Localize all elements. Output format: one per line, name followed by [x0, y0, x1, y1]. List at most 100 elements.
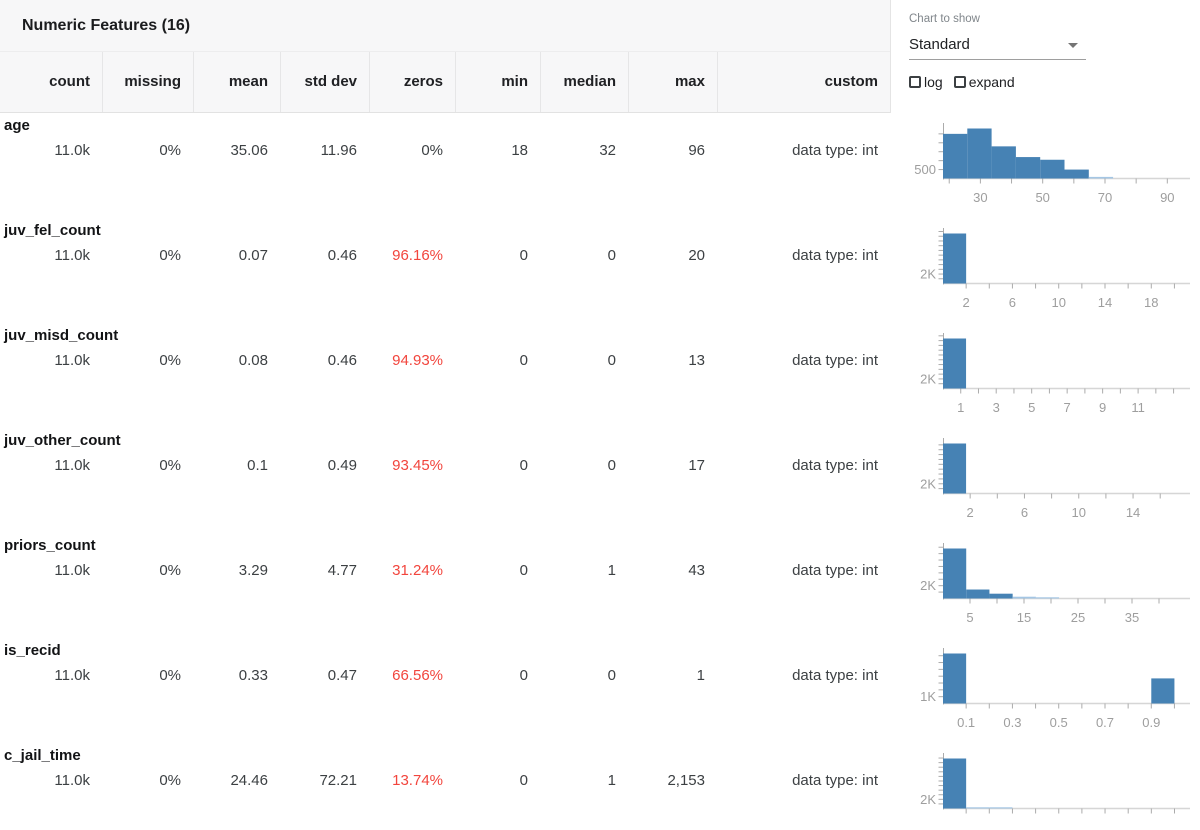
feature-name: age — [4, 117, 30, 134]
histogram-bar[interactable] — [943, 443, 967, 494]
stat-median: 0 — [607, 667, 616, 684]
feature-stats: 11.0k 0% 0.08 0.46 94.93% 0 0 13 data type: int — [0, 352, 890, 369]
stat-missing: 0% — [159, 352, 181, 369]
stat-custom: data type: int — [792, 352, 878, 369]
histogram-bar[interactable] — [943, 133, 968, 179]
stat-count: 11.0k — [54, 667, 90, 684]
column-header-count: count — [49, 73, 90, 90]
histogram-bar[interactable] — [943, 653, 967, 704]
stat-max: 1 — [696, 667, 705, 684]
stat-missing: 0% — [159, 457, 181, 474]
feature-chart: 2K 1 3 5 7 9 11 — [893, 323, 1198, 433]
stat-max: 13 — [688, 352, 705, 369]
x-axis-tick-label: 0.9 — [1142, 715, 1160, 730]
feature-chart: 2K — [893, 743, 1198, 830]
stat-min: 0 — [519, 352, 528, 369]
x-axis-tick-label: 5 — [1028, 400, 1035, 415]
feature-chart: 2K 2 6 10 14 — [893, 428, 1198, 538]
x-axis-tick-label: 6 — [1009, 295, 1016, 310]
histogram-bar[interactable] — [967, 128, 992, 179]
stat-mean: 3.29 — [238, 562, 268, 579]
histogram-bar[interactable] — [1040, 159, 1065, 179]
stat-std_dev: 0.47 — [327, 667, 357, 684]
chart-type-dropdown-value: Standard — [909, 36, 970, 53]
feature-name: juv_fel_count — [4, 222, 101, 239]
column-header-custom: custom — [717, 52, 890, 112]
histogram-priors_count[interactable]: 2K 5 15 25 35 — [893, 533, 1198, 638]
histogram-c_jail_time[interactable]: 2K — [893, 743, 1198, 830]
histogram-bar[interactable] — [1088, 176, 1114, 179]
stat-missing: 0% — [159, 247, 181, 264]
feature-row-c_jail_time: c_jail_time 11.0k 0% 24.46 72.21 13.74% 0 1 2,15… — [0, 743, 1200, 830]
x-axis-tick-label: 2 — [967, 505, 974, 520]
stat-missing: 0% — [159, 142, 181, 159]
stat-median: 0 — [607, 457, 616, 474]
feature-stats: 11.0k 0% 0.1 0.49 93.45% 0 0 17 data type: int — [0, 457, 890, 474]
y-axis-label: 1K — [920, 689, 936, 704]
stat-custom: data type: int — [792, 562, 878, 579]
stat-max: 96 — [688, 142, 705, 159]
stat-min: 0 — [519, 772, 528, 789]
histogram-juv_other_count[interactable]: 2K 2 6 10 14 — [893, 428, 1198, 533]
x-axis-tick-label: 1 — [957, 400, 964, 415]
expand-checkbox-box[interactable] — [953, 76, 966, 88]
log-checkbox[interactable]: log — [909, 74, 943, 90]
histogram-bar[interactable] — [1012, 596, 1036, 599]
log-checkbox-box[interactable] — [909, 76, 921, 88]
x-axis-tick-label: 90 — [1160, 190, 1174, 205]
y-axis-label: 500 — [914, 162, 936, 177]
feature-row-juv_other_count: juv_other_count 11.0k 0% 0.1 0.49 93.45% 0 0 17 d… — [0, 428, 1200, 533]
table-header: Numeric Features (16) count missing mean st… — [0, 0, 890, 113]
histogram-juv_fel_count[interactable]: 2K 2 6 10 14 18 — [893, 218, 1198, 323]
y-axis-label: 2K — [920, 267, 936, 282]
log-checkbox-label: log — [924, 74, 943, 90]
histogram-age[interactable]: 500 30 50 70 90 — [893, 113, 1198, 218]
stat-max: 17 — [688, 457, 705, 474]
histogram-bar[interactable] — [943, 233, 967, 284]
section-title: Numeric Features (16) — [0, 0, 890, 52]
stat-max: 20 — [688, 247, 705, 264]
x-axis-tick-label: 35 — [1125, 610, 1139, 625]
stat-custom: data type: int — [792, 457, 878, 474]
feature-row-age: age 11.0k 0% 35.06 11.96 0% 18 32 96 data type: i… — [0, 113, 1200, 218]
histogram-is_recid[interactable]: 1K 0.1 0.3 0.5 0.7 0.9 — [893, 638, 1198, 743]
column-header-mean: mean — [193, 52, 280, 112]
stat-custom: data type: int — [792, 247, 878, 264]
histogram-bar[interactable] — [943, 338, 967, 389]
histogram-bar[interactable] — [1151, 678, 1175, 704]
column-header-max: max — [628, 52, 717, 112]
histogram-bar[interactable] — [989, 807, 1013, 809]
stat-missing: 0% — [159, 772, 181, 789]
y-axis-label: 2K — [920, 792, 936, 807]
x-axis-tick-label: 7 — [1064, 400, 1071, 415]
histogram-bar[interactable] — [1035, 597, 1060, 599]
histogram-bar[interactable] — [989, 593, 1013, 599]
expand-checkbox[interactable]: expand — [953, 74, 1015, 90]
chart-type-dropdown[interactable]: Standard — [909, 33, 1086, 60]
feature-name: juv_other_count — [4, 432, 121, 449]
histogram-bar[interactable] — [943, 758, 967, 809]
x-axis-tick-label: 0.7 — [1096, 715, 1114, 730]
x-axis-tick-label: 18 — [1144, 295, 1158, 310]
expand-checkbox-label: expand — [968, 74, 1015, 90]
histogram-bar[interactable] — [1064, 169, 1089, 179]
stat-mean: 0.33 — [238, 667, 268, 684]
column-header-std-dev: std dev — [280, 52, 369, 112]
stat-mean: 0.07 — [238, 247, 268, 264]
x-axis-tick-label: 11 — [1131, 400, 1145, 415]
x-axis-tick-label: 14 — [1098, 295, 1112, 310]
histogram-bar[interactable] — [943, 548, 967, 599]
feature-stats: 11.0k 0% 35.06 11.96 0% 18 32 96 data type: int — [0, 142, 890, 159]
stat-std_dev: 72.21 — [319, 772, 357, 789]
y-axis-label: 2K — [920, 578, 936, 593]
x-axis-tick-label: 50 — [1035, 190, 1049, 205]
feature-rows: age 11.0k 0% 35.06 11.96 0% 18 32 96 data type: i… — [0, 113, 1200, 830]
histogram-bar[interactable] — [991, 146, 1016, 179]
stat-count: 11.0k — [54, 352, 90, 369]
histogram-bar[interactable] — [1015, 157, 1041, 179]
histogram-bar[interactable] — [966, 807, 990, 809]
x-axis-tick-label: 9 — [1099, 400, 1106, 415]
histogram-juv_misd_count[interactable]: 2K 1 3 5 7 9 11 — [893, 323, 1198, 428]
histogram-bar[interactable] — [966, 589, 990, 599]
feature-row-juv_misd_count: juv_misd_count 11.0k 0% 0.08 0.46 94.93% 0 0 13 d… — [0, 323, 1200, 428]
